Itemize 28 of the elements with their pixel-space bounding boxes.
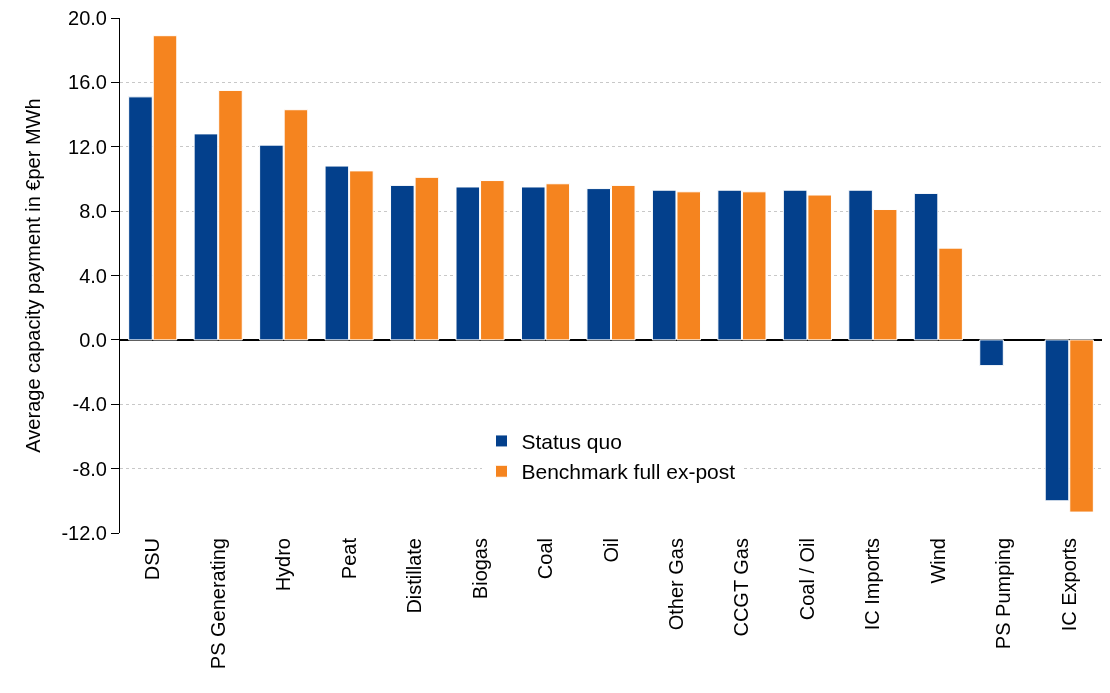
y-tick-label: 20.0 xyxy=(68,7,107,29)
x-tick-label: DSU xyxy=(141,538,164,581)
y-tick-label: -8.0 xyxy=(72,457,107,480)
y-tick-label: -12.0 xyxy=(61,522,107,544)
x-tick-label: Other Gas xyxy=(664,538,687,631)
x-tick-label: CCGT Gas xyxy=(730,538,753,637)
x-tick-label: PS Pumping xyxy=(992,538,1015,650)
x-tick-label: Peat xyxy=(337,537,360,580)
y-tick-label: 12.0 xyxy=(68,135,107,158)
x-tick-label: PS Generating xyxy=(206,538,229,670)
y-tick-label: 0.0 xyxy=(79,328,107,351)
x-tick-label: IC Exports xyxy=(1057,538,1080,632)
y-tick-label: 8.0 xyxy=(79,200,107,223)
x-tick-label: Oil xyxy=(599,538,622,563)
bar xyxy=(979,339,1004,367)
x-tick-label: Hydro xyxy=(272,538,295,592)
legend-label: Status quo xyxy=(521,430,622,454)
y-tick-label: -4.0 xyxy=(72,393,107,416)
y-axis-title: Average capacity payment in €per MWh xyxy=(21,98,44,453)
x-tick-label: Wind xyxy=(926,538,949,584)
x-tick-label: Coal / Oil xyxy=(795,538,818,621)
y-tick-label: 4.0 xyxy=(79,264,107,287)
x-tick-label: IC Imports xyxy=(861,538,884,631)
legend-label: Benchmark full ex-post xyxy=(521,460,736,484)
x-tick-label: Distillate xyxy=(403,538,426,614)
y-tick-label: 16.0 xyxy=(68,71,107,94)
x-tick-label: Biogas xyxy=(468,538,491,600)
x-tick-label: Coal xyxy=(534,538,557,580)
